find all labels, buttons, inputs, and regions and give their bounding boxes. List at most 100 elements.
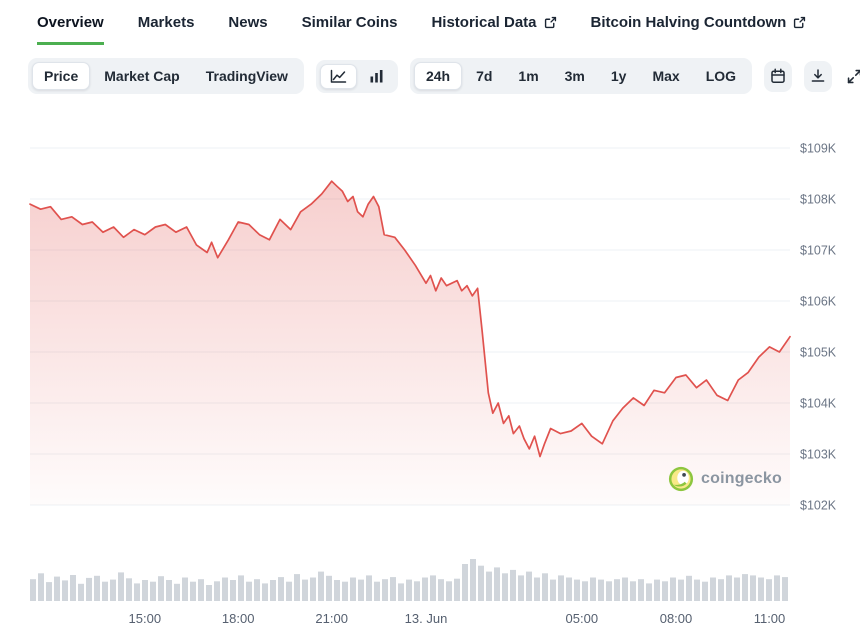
range-1y-button[interactable]: 1y — [599, 62, 639, 90]
external-link-icon — [794, 16, 806, 29]
volume-bar — [518, 575, 524, 601]
volume-bar — [270, 580, 276, 601]
x-axis-label: 15:00 — [129, 611, 162, 626]
bar-chart-icon — [370, 69, 383, 83]
volume-bar — [614, 579, 620, 601]
calendar-button[interactable] — [764, 60, 793, 92]
volume-bar — [438, 579, 444, 601]
tab-markets[interactable]: Markets — [138, 14, 195, 45]
log-scale-button[interactable]: LOG — [694, 62, 748, 90]
calendar-icon — [771, 68, 785, 84]
price-toggle-button[interactable]: Price — [32, 62, 91, 91]
chart-toolbar: Price Market Cap TradingView 24h 7d 1m 3… — [0, 45, 860, 95]
volume-bar — [758, 577, 764, 601]
volume-bar — [62, 580, 68, 601]
volume-bar — [158, 576, 164, 601]
volume-bar — [478, 565, 484, 601]
volume-bar — [766, 579, 772, 601]
y-axis-label: $104K — [800, 397, 837, 411]
y-axis-label: $105K — [800, 346, 837, 360]
volume-bar — [598, 579, 604, 601]
volume-bar — [206, 585, 212, 601]
tradingview-toggle-button[interactable]: TradingView — [194, 62, 300, 90]
volume-bar — [190, 581, 196, 601]
volume-bar — [694, 579, 700, 601]
volume-bar — [502, 573, 508, 601]
volume-bar — [686, 575, 692, 601]
x-axis-label: 13. Jun — [405, 611, 448, 626]
volume-bar — [406, 579, 412, 601]
volume-bar — [358, 579, 364, 601]
volume-bar — [582, 581, 588, 601]
volume-bar — [590, 577, 596, 601]
volume-bar — [366, 575, 372, 601]
volume-bar — [630, 581, 636, 601]
volume-bar — [246, 581, 252, 601]
volume-bar — [286, 581, 292, 601]
range-3m-button[interactable]: 3m — [553, 62, 597, 90]
tab-bitcoin-halving-countdown[interactable]: Bitcoin Halving Countdown — [591, 14, 807, 45]
line-chart-button[interactable] — [319, 63, 357, 89]
volume-bar — [254, 579, 260, 601]
range-7d-button[interactable]: 7d — [464, 62, 504, 90]
volume-bar — [622, 577, 628, 601]
volume-bar — [350, 577, 356, 601]
volume-bar — [526, 571, 532, 601]
x-axis-label: 05:00 — [566, 611, 599, 626]
range-1m-button[interactable]: 1m — [506, 62, 550, 90]
y-axis-label: $108K — [800, 193, 837, 207]
download-icon — [811, 69, 825, 82]
volume-bar — [718, 579, 724, 601]
volume-bar — [494, 567, 500, 601]
volume-bar — [390, 577, 396, 601]
volume-bar — [510, 569, 516, 601]
range-24h-button[interactable]: 24h — [413, 62, 463, 91]
tab-overview[interactable]: Overview — [37, 14, 104, 45]
volume-bar — [774, 575, 780, 601]
volume-bar — [166, 580, 172, 601]
tab-label: Similar Coins — [301, 14, 398, 31]
market-cap-toggle-button[interactable]: Market Cap — [92, 62, 191, 90]
volume-bar — [454, 578, 460, 601]
volume-bar — [414, 581, 420, 601]
volume-bar — [670, 577, 676, 601]
bar-chart-button[interactable] — [359, 64, 394, 89]
volume-bar — [550, 579, 556, 601]
volume-bar — [198, 579, 204, 601]
volume-bar — [566, 577, 572, 601]
tab-historical-data[interactable]: Historical Data — [431, 14, 556, 45]
tab-label: Historical Data — [431, 14, 537, 31]
y-axis-label: $102K — [800, 499, 837, 513]
volume-bar — [142, 580, 148, 601]
volume-bar — [638, 579, 644, 601]
tab-similar-coins[interactable]: Similar Coins — [302, 14, 398, 45]
volume-bar — [542, 573, 548, 601]
tab-news[interactable]: News — [228, 14, 267, 45]
volume-bar — [86, 577, 92, 601]
volume-bar — [70, 575, 76, 601]
volume-bar — [46, 582, 52, 601]
volume-bar — [38, 573, 44, 601]
volume-bar — [110, 579, 116, 601]
volume-bar — [334, 580, 340, 601]
volume-bar — [702, 581, 708, 601]
volume-bar — [606, 581, 612, 601]
range-toggle: 24h 7d 1m 3m 1y Max LOG — [409, 58, 753, 95]
range-max-button[interactable]: Max — [640, 62, 691, 90]
fullscreen-button[interactable] — [844, 66, 860, 87]
volume-bar — [446, 581, 452, 601]
tab-label: News — [228, 14, 268, 31]
volume-bar — [374, 581, 380, 601]
volume-bar — [558, 575, 564, 601]
volume-bar — [678, 579, 684, 601]
volume-bar — [150, 581, 156, 601]
volume-bar — [486, 571, 492, 601]
download-button[interactable] — [804, 60, 833, 92]
tab-bar: Overview Markets News Similar Coins Hist… — [0, 0, 860, 45]
volume-bar — [182, 577, 188, 601]
external-link-icon — [544, 16, 556, 29]
volume-bar — [222, 577, 228, 601]
volume-bar — [750, 575, 756, 601]
